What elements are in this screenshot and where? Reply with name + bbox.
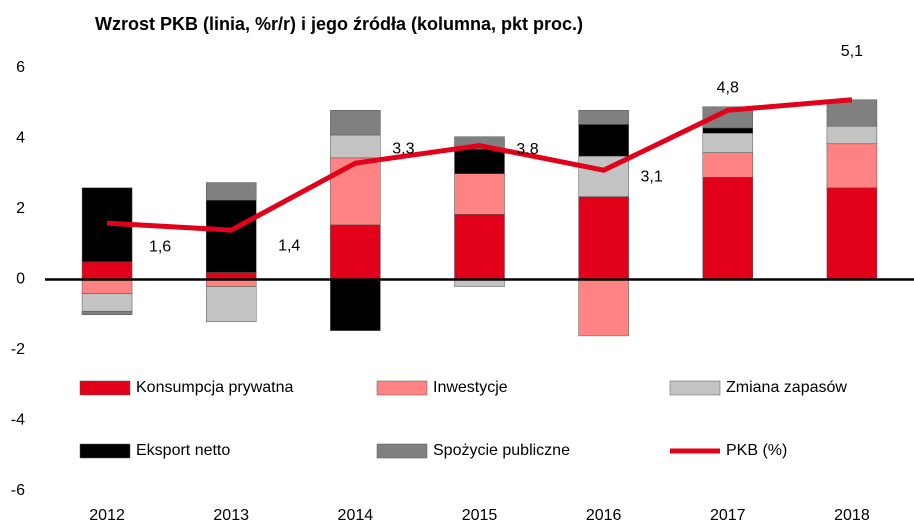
bar-segment — [578, 124, 629, 157]
x-tick-label: 2012 — [89, 507, 125, 524]
bar-segment — [205, 286, 257, 323]
line — [106, 97, 853, 233]
bar-segment — [702, 177, 754, 280]
bar-segment — [81, 293, 133, 312]
bar-segment — [826, 125, 878, 145]
data-label: 1,4 — [278, 237, 300, 254]
data-label: 4,8 — [717, 80, 739, 97]
legend-swatch — [669, 380, 721, 396]
bar-segment — [826, 99, 878, 127]
data-label: 3,1 — [641, 168, 663, 185]
legend-label: Spożycie publiczne — [433, 442, 570, 459]
legend-label: Konsumpcja prywatna — [136, 379, 294, 396]
bar-segment — [81, 310, 133, 316]
bar-segment — [454, 214, 505, 280]
x-tick-label: 2018 — [834, 507, 870, 524]
legend-label: Eksport netto — [136, 442, 230, 459]
bar-segment — [826, 187, 878, 280]
bar-segment — [454, 173, 505, 215]
x-tick-label: 2016 — [586, 507, 622, 524]
x-tick-label: 2017 — [710, 507, 746, 524]
bar-segment — [702, 106, 754, 129]
bar-segment — [330, 224, 381, 280]
legend-label: PKB (%) — [726, 442, 787, 459]
bar-segment — [826, 143, 878, 189]
chart-title: Wzrost PKB (linia, %r/r) i jego źródła (… — [95, 14, 583, 34]
bar-segment — [702, 132, 754, 153]
bar-segment — [81, 279, 133, 294]
y-tick-label: -2 — [11, 341, 25, 358]
bar-segment — [578, 110, 629, 125]
bar-segment — [454, 148, 505, 174]
bar-segment — [330, 279, 381, 331]
bar-segment — [578, 279, 629, 337]
legend-swatch — [376, 380, 428, 396]
legend-swatch — [79, 380, 131, 396]
legend-swatch — [79, 443, 131, 459]
y-tick-label: 2 — [16, 200, 25, 217]
bar-segment — [702, 152, 754, 178]
legend-label: Inwestycje — [433, 379, 508, 396]
legend-label: Zmiana zapasów — [726, 379, 847, 396]
x-tick-label: 2013 — [213, 507, 249, 524]
x-tick-label: 2015 — [462, 507, 498, 524]
bar-segment — [330, 134, 381, 159]
y-tick-label: -6 — [11, 482, 25, 499]
y-tick-label: -4 — [11, 412, 25, 429]
y-tick-label: 6 — [16, 59, 25, 76]
bar-segment — [330, 110, 381, 136]
bar-segment — [702, 127, 754, 134]
data-label: 3,3 — [392, 140, 414, 157]
bar-segment — [205, 199, 257, 273]
bar-segment — [330, 157, 381, 226]
y-tick-label: 0 — [16, 271, 25, 288]
legend-swatch — [376, 443, 428, 459]
data-label: 3,8 — [516, 141, 538, 158]
x-tick-label: 2014 — [338, 507, 374, 524]
y-tick-label: 4 — [16, 130, 25, 147]
data-label: 5,1 — [841, 43, 863, 60]
bar-segment — [578, 196, 629, 280]
bar-segment — [81, 261, 133, 280]
bar-segment — [205, 182, 257, 201]
data-label: 1,6 — [149, 238, 171, 255]
